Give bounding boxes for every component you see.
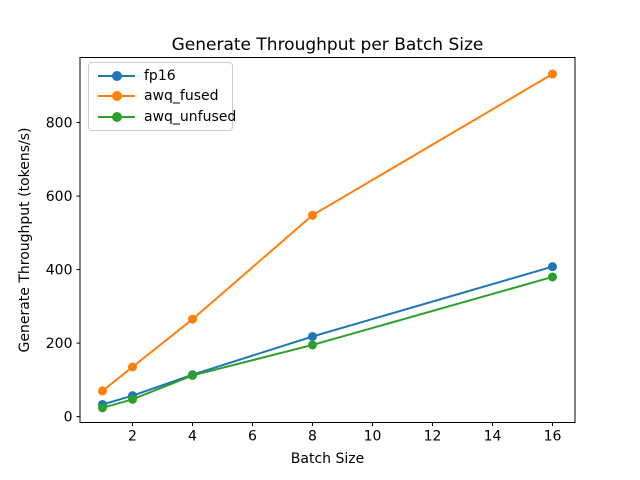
data-point-awq_unfused xyxy=(128,394,137,404)
legend-dot-icon xyxy=(112,111,122,122)
axes: 0 200 400 600 800 2 4 6 8 10 12 14 16 xyxy=(46,57,576,445)
legend-label: awq_fused xyxy=(144,88,219,105)
data-point-awq_unfused xyxy=(308,340,317,350)
data-point-awq_fused xyxy=(548,69,557,79)
data-point-fp16 xyxy=(548,262,557,272)
legend-line-marker-swatch xyxy=(98,111,135,122)
chart-title: Generate Throughput per Batch Size xyxy=(172,35,484,55)
data-point-awq_fused xyxy=(188,314,197,324)
legend-dot-icon xyxy=(112,91,122,102)
x-tick-label: 14 xyxy=(484,429,502,445)
data-point-awq_unfused xyxy=(188,370,197,380)
legend-item-awq-unfused: awq_unfused xyxy=(98,107,236,127)
data-point-awq_fused xyxy=(128,362,137,372)
x-tick-label: 12 xyxy=(424,429,442,445)
data-point-awq_fused xyxy=(308,210,317,220)
series-line-awq_unfused xyxy=(102,275,553,409)
x-tick-label: 16 xyxy=(544,429,562,445)
plot-frame xyxy=(79,57,576,423)
legend-line-marker-swatch xyxy=(98,71,135,82)
x-tick-label: 10 xyxy=(364,429,382,445)
y-tick-label: 400 xyxy=(46,263,73,279)
plot-area xyxy=(98,69,557,413)
legend-dot-icon xyxy=(112,71,122,82)
data-point-awq_fused xyxy=(98,386,107,396)
x-tick-label: 6 xyxy=(248,429,257,445)
data-point-awq_unfused xyxy=(548,272,557,282)
data-point-fp16 xyxy=(308,331,317,341)
y-axis-label: Generate Throughput (tokens/s) xyxy=(17,128,33,353)
x-axis-label: Batch Size xyxy=(291,451,364,467)
legend-item-awq-fused: awq_fused xyxy=(98,86,224,106)
data-point-awq_unfused xyxy=(98,403,107,413)
x-tick-label: 4 xyxy=(188,429,197,445)
x-tick-label: 2 xyxy=(128,429,137,445)
y-tick-label: 0 xyxy=(64,410,73,426)
y-tick-label: 600 xyxy=(46,189,73,205)
x-tick-label: 8 xyxy=(308,429,317,445)
y-tick-label: 200 xyxy=(46,336,73,352)
legend-item-fp16: fp16 xyxy=(98,66,224,86)
legend-label: fp16 xyxy=(144,68,176,85)
legend: fp16 awq_fused awq_unfused xyxy=(88,62,236,131)
legend-line-marker-swatch xyxy=(98,91,135,102)
y-tick-label: 800 xyxy=(46,116,73,132)
legend-label: awq_unfused xyxy=(144,108,237,125)
